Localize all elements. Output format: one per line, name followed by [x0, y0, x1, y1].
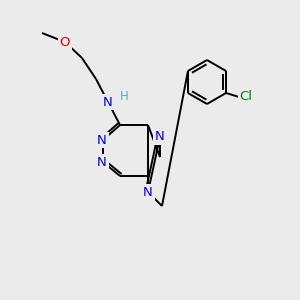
Text: N: N — [97, 134, 107, 146]
Text: N: N — [155, 130, 165, 143]
Text: H: H — [120, 89, 128, 103]
Text: N: N — [143, 185, 153, 199]
Text: O: O — [60, 35, 70, 49]
Text: Cl: Cl — [240, 91, 253, 103]
Text: N: N — [97, 155, 107, 169]
Text: N: N — [103, 95, 113, 109]
